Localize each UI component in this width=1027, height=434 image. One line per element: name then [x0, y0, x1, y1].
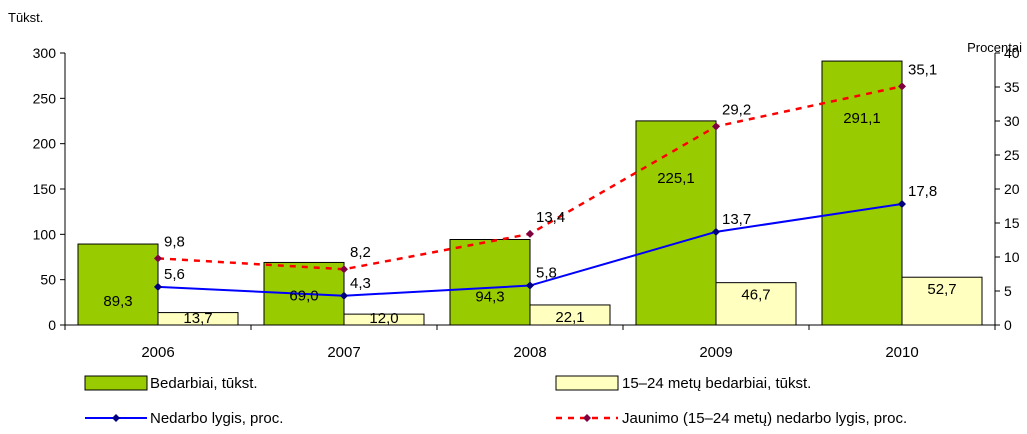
legend: Bedarbiai, tūkst. 15–24 metų bedarbiai, t…: [85, 375, 907, 427]
legend-marker-unemployment: [112, 414, 120, 422]
label-youth-unemployment-2009: 29,2: [722, 101, 751, 118]
legend-swatch-total: [85, 376, 147, 390]
right-tick-label: 40: [1004, 45, 1020, 61]
legend-swatch-youth: [556, 376, 618, 390]
right-tick-label: 5: [1004, 283, 1012, 299]
label-youth-2009: 46,7: [741, 287, 770, 304]
label-youth-unemployment-2010: 35,1: [908, 61, 937, 78]
label-total-2006: 89,3: [103, 293, 132, 310]
left-tick-label: 300: [33, 45, 57, 61]
legend-label-total: Bedarbiai, tūkst.: [150, 375, 258, 392]
legend-label-unemployment: Nedarbo lygis, proc.: [150, 410, 283, 427]
left-axis-unit: Tūkst.: [8, 10, 43, 25]
label-youth-unemployment-2008: 13,4: [536, 209, 565, 226]
x-tick-label: 2007: [327, 344, 360, 361]
left-tick-label: 200: [33, 136, 57, 152]
label-youth-unemployment-2007: 8,2: [350, 244, 371, 261]
label-youth-2006: 13,7: [183, 310, 212, 327]
left-tick-label: 100: [33, 226, 57, 242]
left-tick-label: 250: [33, 90, 57, 106]
label-total-2010: 291,1: [843, 110, 881, 127]
label-unemployment-2009: 13,7: [722, 211, 751, 228]
right-tick-label: 0: [1004, 317, 1012, 333]
right-tick-label: 35: [1004, 79, 1020, 95]
label-unemployment-2006: 5,6: [164, 266, 185, 283]
right-tick-label: 10: [1004, 249, 1020, 265]
bar-total-2006: [78, 244, 158, 325]
label-youth-unemployment-2006: 9,8: [164, 233, 185, 250]
label-unemployment-2010: 17,8: [908, 183, 937, 200]
label-unemployment-2007: 4,3: [350, 275, 371, 292]
right-tick-label: 20: [1004, 181, 1020, 197]
label-youth-2007: 12,0: [369, 310, 398, 327]
legend-marker-youth-unemployment: [583, 414, 591, 422]
left-tick-label: 50: [40, 272, 56, 288]
x-tick-label: 2008: [513, 344, 546, 361]
bar-total-2008: [450, 240, 530, 325]
label-total-2009: 225,1: [657, 170, 695, 187]
legend-label-youth-unemployment: Jaunimo (15–24 metų) nedarbo lygis, proc…: [622, 410, 907, 427]
left-tick-label: 0: [48, 317, 56, 333]
label-youth-2010: 52,7: [927, 281, 956, 298]
x-tick-label: 2009: [699, 344, 732, 361]
x-tick-label: 2006: [141, 344, 174, 361]
right-tick-label: 25: [1004, 147, 1020, 163]
label-youth-2008: 22,1: [555, 309, 584, 326]
label-total-2008: 94,3: [475, 289, 504, 306]
left-tick-label: 150: [33, 181, 57, 197]
legend-label-youth: 15–24 metų bedarbiai, tūkst.: [622, 375, 811, 392]
point-youth-unemployment-2008: [526, 230, 534, 238]
x-tick-label: 2010: [885, 344, 918, 361]
bar-total-2009: [636, 121, 716, 325]
right-tick-label: 15: [1004, 215, 1020, 231]
label-total-2007: 69,0: [289, 287, 318, 304]
right-tick-label: 30: [1004, 113, 1020, 129]
label-unemployment-2008: 5,8: [536, 265, 557, 282]
